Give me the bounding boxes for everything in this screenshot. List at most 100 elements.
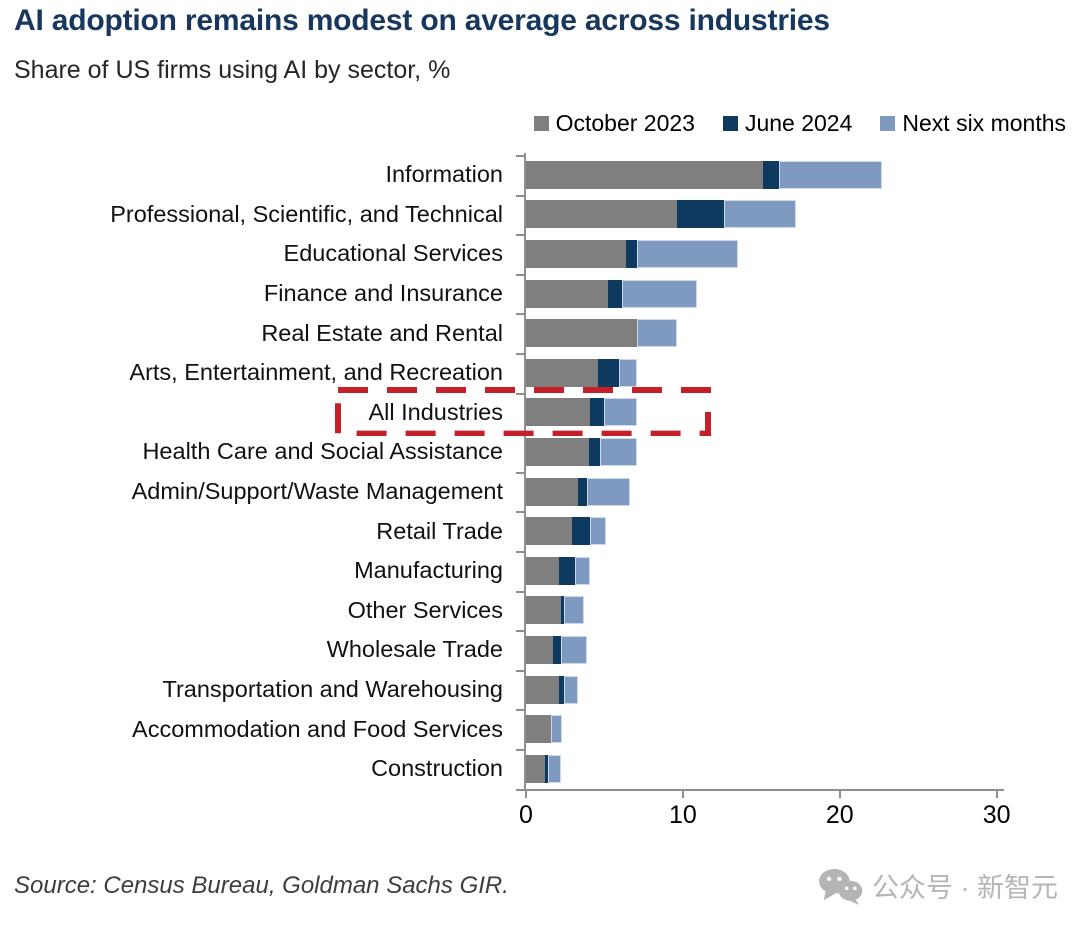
bar-segment-june-2024 xyxy=(598,358,619,387)
bar-segment-june-2024 xyxy=(571,517,591,546)
legend-label: June 2024 xyxy=(744,110,853,136)
bar-segment-october-2023 xyxy=(526,279,608,308)
bar-segment-june-2024 xyxy=(560,596,564,625)
wechat-icon xyxy=(819,868,863,905)
bar-segment-october-2023 xyxy=(526,398,591,427)
axis-tick xyxy=(516,591,524,593)
axis-tick xyxy=(516,749,524,751)
bar-segment-next-six-months xyxy=(590,517,607,546)
category-label: Retail Trade xyxy=(376,517,503,544)
bar-segment-june-2024 xyxy=(577,477,588,506)
category-label: Arts, Entertainment, and Recreation xyxy=(129,359,503,386)
bar-segment-october-2023 xyxy=(526,438,589,466)
bar-segment-october-2023 xyxy=(526,200,677,229)
axis-tick xyxy=(516,511,524,513)
bar-segment-june-2024 xyxy=(558,675,564,704)
x-axis-tick-label: 0 xyxy=(519,801,533,829)
bar-segment-next-six-months xyxy=(547,754,561,783)
legend-label: Next six months xyxy=(902,110,1066,136)
x-axis-tick xyxy=(681,789,684,798)
bar-segment-next-six-months xyxy=(618,358,638,387)
axis-tick xyxy=(516,432,524,434)
axis-tick xyxy=(516,353,524,355)
watermark: 公众号 · 新智元 xyxy=(817,866,1058,905)
category-label: Information xyxy=(385,161,503,188)
page-title: AI adoption remains modest on average ac… xyxy=(14,4,830,37)
bar-segment-next-six-months xyxy=(551,715,563,744)
bar-segment-june-2024 xyxy=(558,556,575,585)
category-label: Admin/Support/Waste Management xyxy=(131,478,503,505)
category-label: Real Estate and Rental xyxy=(261,319,503,346)
category-label: Accommodation and Food Services xyxy=(132,715,503,742)
x-axis-tick-label: 20 xyxy=(825,801,854,829)
bar-segment-next-six-months xyxy=(723,200,796,229)
bar-segment-june-2024 xyxy=(607,279,622,308)
bar-segment-next-six-months xyxy=(621,279,697,308)
bar-segment-october-2023 xyxy=(526,636,553,664)
category-label: Professional, Scientific, and Technical xyxy=(110,200,503,227)
x-axis-tick-label: 10 xyxy=(668,801,697,829)
axis-tick xyxy=(516,313,524,315)
bar-segment-next-six-months xyxy=(563,596,585,625)
x-axis-line xyxy=(524,789,1004,791)
bar-segment-october-2023 xyxy=(526,477,578,506)
source-note: Source: Census Bureau, Goldman Sachs GIR… xyxy=(14,872,509,899)
x-axis-tick-label: 30 xyxy=(982,801,1011,829)
bar-segment-october-2023 xyxy=(526,160,763,189)
chart-subtitle: Share of US firms using AI by sector, % xyxy=(14,56,451,84)
bar-segment-next-six-months xyxy=(778,160,883,189)
bar-segment-june-2024 xyxy=(590,398,605,427)
x-axis-tick xyxy=(995,789,998,798)
axis-tick xyxy=(516,155,524,157)
bar-segment-october-2023 xyxy=(526,358,599,387)
bar-segment-june-2024 xyxy=(552,636,561,664)
bar-segment-next-six-months xyxy=(574,556,591,585)
axis-tick xyxy=(516,630,524,632)
legend-item-june-2024: June 2024 xyxy=(722,110,853,137)
bar-segment-next-six-months xyxy=(587,477,630,506)
bar-segment-october-2023 xyxy=(526,715,552,744)
bar-segment-october-2023 xyxy=(526,556,559,585)
y-axis-line xyxy=(524,153,526,791)
bar-segment-october-2023 xyxy=(526,319,638,348)
bar-segment-june-2024 xyxy=(762,160,779,189)
bar-segment-october-2023 xyxy=(526,675,559,704)
legend-item-next-six-months: Next six months xyxy=(880,110,1066,137)
x-axis-tick xyxy=(525,789,527,798)
bar-segment-june-2024 xyxy=(544,754,548,783)
category-label: Finance and Insurance xyxy=(263,280,503,307)
axis-tick xyxy=(516,551,524,553)
category-label: Transportation and Warehousing xyxy=(162,676,503,703)
bar-segment-june-2024 xyxy=(676,200,724,229)
bar-segment-next-six-months xyxy=(560,636,588,664)
axis-tick xyxy=(516,393,524,395)
axis-tick xyxy=(516,670,524,672)
x-axis-tick xyxy=(838,789,841,798)
legend-item-october-2023: October 2023 xyxy=(533,110,695,137)
axis-tick xyxy=(516,789,524,791)
bar-segment-next-six-months xyxy=(637,240,738,268)
axis-tick xyxy=(516,472,524,474)
category-label: Construction xyxy=(371,755,503,782)
watermark-text: 公众号 · 新智元 xyxy=(872,873,1058,903)
bar-segment-june-2024 xyxy=(626,240,638,268)
bar-segment-october-2023 xyxy=(526,240,627,268)
bar-segment-next-six-months xyxy=(637,319,677,348)
bar-segment-next-six-months xyxy=(563,675,578,704)
legend-swatch-october-2023 xyxy=(533,116,549,131)
axis-tick xyxy=(516,195,524,197)
category-label: Health Care and Social Assistance xyxy=(142,438,503,465)
bar-segment-october-2023 xyxy=(526,754,545,783)
bar-segment-october-2023 xyxy=(526,596,561,625)
category-label: Manufacturing xyxy=(354,557,503,584)
axis-tick xyxy=(516,234,524,236)
axis-tick xyxy=(516,709,524,711)
legend-swatch-next-six-months xyxy=(880,116,896,131)
category-label: Other Services xyxy=(347,596,503,623)
category-label: All Industries xyxy=(368,398,503,425)
category-label: Wholesale Trade xyxy=(326,636,503,663)
bar-segment-june-2024 xyxy=(588,438,600,466)
bar-segment-october-2023 xyxy=(526,517,572,546)
axis-tick xyxy=(516,274,524,276)
